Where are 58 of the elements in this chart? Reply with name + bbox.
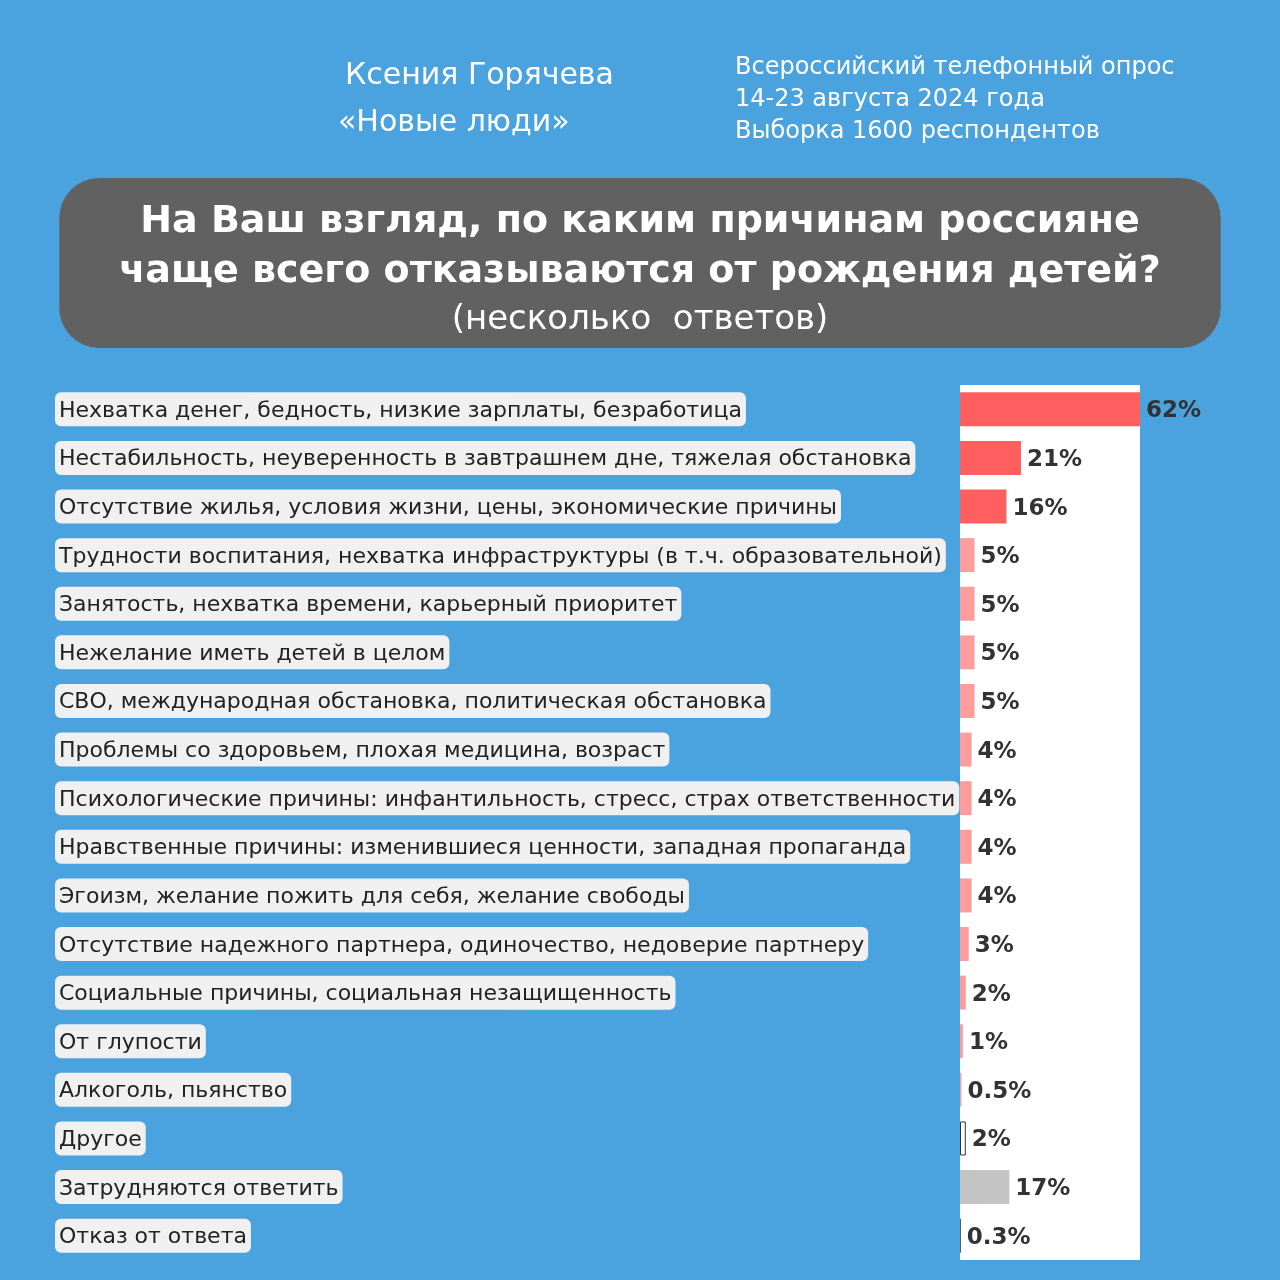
data-label: 4% xyxy=(977,833,1017,860)
bar xyxy=(960,975,966,1010)
data-label: 1% xyxy=(968,1028,1008,1055)
bar xyxy=(960,440,1021,475)
text: (несколько ответов) xyxy=(451,297,829,337)
data-label: 21% xyxy=(1026,444,1083,471)
bar xyxy=(960,732,972,767)
y-tick-label: Отсутствие надежного партнера, одиночество, недоверие партнеру xyxy=(59,931,865,957)
y-tick-label: Нежелание иметь детей в целом xyxy=(59,639,446,665)
y-tick-label: Другое xyxy=(59,1125,142,1151)
y-tick-label: Алкоголь, пьянство xyxy=(59,1077,288,1103)
data-label: 62% xyxy=(1146,396,1202,423)
bar xyxy=(960,392,1140,427)
data-label: 4% xyxy=(977,785,1017,812)
y-tick-label: От глупости xyxy=(59,1028,202,1054)
data-label: 5% xyxy=(980,542,1020,569)
bar xyxy=(960,1170,1010,1205)
y-tick-label: Отказ от ответа xyxy=(59,1223,247,1249)
bar xyxy=(960,829,972,864)
y-tick-label: Нестабильность, неуверенность в завтрашнем дне, тяжелая обстановка xyxy=(59,445,912,471)
y-tick-label: Нравственные причины: изменившиеся ценности, западная пропаганда xyxy=(59,834,907,860)
y-tick-label: Отсутствие жилья, условия жизни, цены, экономические причины xyxy=(59,494,837,520)
y-tick-label: Занятость, нехватка времени, карьерный приоритет xyxy=(59,591,678,617)
data-label: 0.3% xyxy=(966,1222,1031,1249)
y-tick-label: Эгоизм, желание пожить для себя, желание свободы xyxy=(59,882,685,908)
data-label: 2% xyxy=(971,1125,1011,1152)
y-tick-label: Затрудняются ответить xyxy=(59,1174,339,1200)
data-label: 2% xyxy=(971,979,1011,1006)
bar xyxy=(960,1024,963,1059)
y-tick-label: Нехватка денег, бедность, низкие зарплаты, безработица xyxy=(59,396,742,422)
bar xyxy=(960,635,975,670)
text: 14-23 августа 2024 года xyxy=(735,84,1045,112)
y-tick-label: Социальные причины, социальная незащищенность xyxy=(59,980,672,1006)
data-label: 3% xyxy=(974,931,1014,958)
bar xyxy=(960,538,975,573)
text: «Новые люди» xyxy=(338,102,570,138)
text: Ксения Горячева xyxy=(345,55,614,91)
data-label: 16% xyxy=(1012,493,1068,520)
text: Выборка 1600 респондентов xyxy=(735,116,1100,144)
text: Всероссийский телефонный опрос xyxy=(735,52,1175,80)
data-label: 5% xyxy=(980,687,1020,714)
bar xyxy=(960,586,975,621)
y-tick-label: Психологические причины: инфантильность, стресс, страх ответственности xyxy=(59,785,956,811)
bar xyxy=(960,781,972,816)
data-label: 0.5% xyxy=(967,1076,1032,1103)
data-label: 5% xyxy=(980,639,1020,666)
data-label: 4% xyxy=(977,736,1017,763)
y-tick-label: СВО, международная обстановка, политическая обстановка xyxy=(59,688,767,714)
data-label: 5% xyxy=(980,590,1020,617)
data-label: 4% xyxy=(977,882,1017,909)
data-label: 17% xyxy=(1015,1174,1071,1201)
y-tick-label: Проблемы со здоровьем, плохая медицина, возраст xyxy=(59,737,666,763)
bar xyxy=(960,489,1007,524)
bar xyxy=(960,683,975,718)
y-tick-label: Трудности воспитания, нехватка инфраструктуры (в т.ч. образовательной) xyxy=(58,542,942,568)
text: На Ваш взгляд, по каким причинам россияне чаще всего отказываются от рождения детей? xyxy=(119,197,1161,291)
bar xyxy=(960,878,972,913)
bar xyxy=(960,927,969,962)
